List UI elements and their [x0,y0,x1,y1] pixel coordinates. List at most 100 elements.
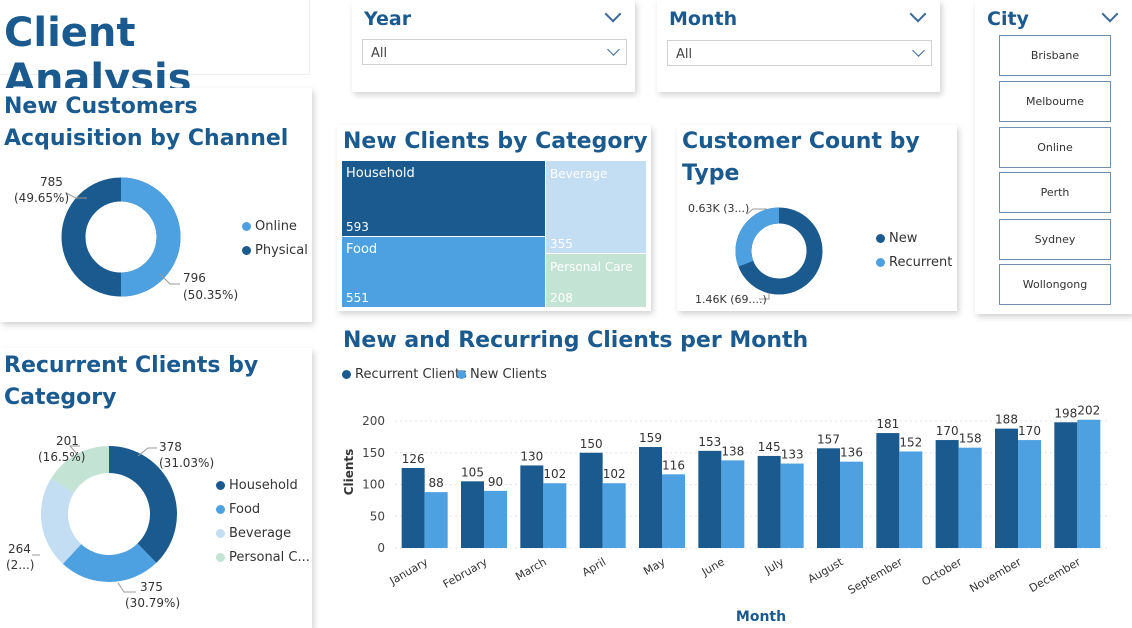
legend-dot [216,553,225,562]
city-option-online[interactable]: Online [999,127,1111,168]
leader-line [759,293,770,300]
data-label: 153 [698,435,721,449]
donut-slice-personal-care[interactable] [50,446,109,493]
legend-label: New Clients [470,367,547,382]
bar-new[interactable] [780,463,804,548]
treemap-tile-household[interactable]: Household 593 [342,161,545,236]
bar-recurrent[interactable] [1054,422,1078,548]
legend-label: Recurrent Clients [355,367,467,382]
bar-recurrent[interactable] [401,467,425,548]
x-tick-label: August [806,555,846,586]
legend-new-clients[interactable]: New Clients [457,367,547,382]
data-label: 90 [488,475,503,489]
data-label: 198 [1054,406,1077,420]
data-label: 136 [840,446,863,460]
physical-value: 785 [40,175,63,189]
bar-new[interactable] [484,490,507,548]
bar-recurrent[interactable] [698,450,722,548]
data-label: 105 [461,465,484,479]
legend-physical[interactable]: Physical [242,243,308,258]
chevron-down-icon[interactable] [604,5,622,23]
x-tick-label: March [513,555,549,583]
personal-pct: (16.5%) [38,450,85,464]
bar-new[interactable] [602,483,626,548]
bar-recurrent[interactable] [639,447,662,548]
tile-value: 208 [550,291,573,305]
data-label: 130 [520,449,543,463]
bar-new[interactable] [840,461,863,548]
legend-personal-care[interactable]: Personal C... [216,550,310,565]
month-dropdown-value: All [676,47,693,62]
legend-online[interactable]: Online [242,219,297,234]
bar-recurrent[interactable] [817,448,840,548]
y-axis-label: Clients [342,449,356,496]
bar-recurrent[interactable] [520,465,544,548]
bar-recurrent[interactable] [461,481,484,548]
bar-new[interactable] [958,447,982,548]
legend-dot [216,505,225,514]
bar-new[interactable] [662,474,685,548]
x-tick-label: June [699,555,727,579]
legend-dot [242,246,251,255]
city-option-wollongong[interactable]: Wollongong [999,264,1111,305]
legend-recurrent-clients[interactable]: Recurrent Clients [342,367,467,382]
x-tick-label: January [387,555,431,588]
year-slicer-label: Year [364,8,412,30]
city-option-melbourne[interactable]: Melbourne [999,81,1111,122]
month-slicer-label: Month [669,8,738,30]
donut-slice-recurrent[interactable] [735,207,779,267]
year-dropdown[interactable]: All [362,39,627,65]
food-pct: (30.79%) [125,596,180,610]
y-tick-label: 50 [370,509,385,523]
month-dropdown[interactable]: All [667,40,932,66]
data-label: 188 [995,413,1018,427]
legend-label: Personal C... [229,550,310,565]
beverage-value: 264 [8,542,31,556]
chevron-down-icon[interactable] [909,5,927,23]
legend-recurrent[interactable]: Recurrent [876,255,952,270]
treemap-tile-food[interactable]: Food 551 [342,237,545,307]
city-option-perth[interactable]: Perth [999,172,1111,213]
data-label: 145 [758,440,781,454]
bar-new[interactable] [721,460,745,548]
bar-recurrent[interactable] [995,428,1018,548]
legend-dot [457,370,466,379]
tile-value: 551 [346,291,369,305]
data-label: 158 [959,432,982,446]
new-label: 1.46K (69....) [695,293,767,306]
data-label: 102 [543,467,566,481]
legend-new[interactable]: New [876,231,917,246]
legend-dot [216,529,225,538]
city-option-sydney[interactable]: Sydney [999,219,1111,260]
bar-recurrent[interactable] [757,455,781,548]
donut-slice-food[interactable] [62,543,157,582]
leader-line [65,192,87,199]
tile-value: 355 [550,237,573,251]
legend-food[interactable]: Food [216,502,260,517]
year-slicer: Year All [352,0,635,92]
bar-recurrent[interactable] [876,433,900,548]
city-slicer-label: City [987,8,1029,30]
legend-household[interactable]: Household [216,478,298,493]
treemap-tile-beverage[interactable]: Beverage 355 [546,161,646,253]
acquisition-donut: 785 (49.65%) 796 (50.35%) [14,175,238,302]
donut-slice-online[interactable] [121,177,181,297]
bar-new[interactable] [1077,419,1101,548]
bar-new[interactable] [543,483,567,548]
bar-new[interactable] [899,451,923,548]
household-pct: (31.03%) [159,456,214,470]
donut-slice-beverage[interactable] [40,478,82,564]
tile-label: Personal Care [550,260,633,274]
bar-recurrent[interactable] [579,452,603,548]
city-option-brisbane[interactable]: Brisbane [999,35,1111,76]
legend-beverage[interactable]: Beverage [216,526,291,541]
chevron-down-icon[interactable] [1101,5,1119,23]
legend-label: Household [229,478,298,493]
donut-slice-household[interactable] [109,446,177,563]
bar-new[interactable] [424,492,448,548]
acquisition-card: New Customers Acquisition by Channel 785… [0,88,312,322]
month-slicer: Month All [657,0,940,92]
bar-recurrent[interactable] [935,440,959,548]
bar-new[interactable] [1018,440,1041,548]
treemap-tile-personal-care[interactable]: Personal Care 208 [546,254,646,307]
